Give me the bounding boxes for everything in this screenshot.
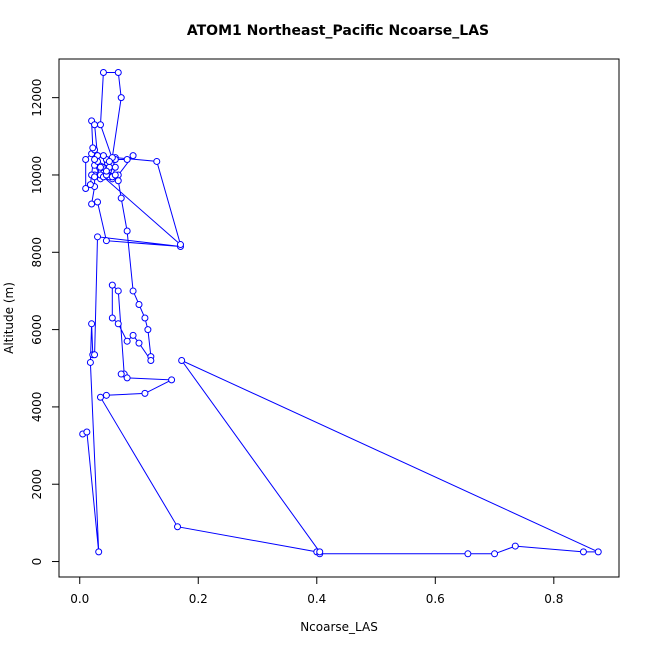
- data-point: [91, 351, 99, 359]
- data-point: [108, 314, 116, 322]
- data-point: [178, 357, 186, 365]
- x-tick-label: 0.8: [544, 592, 563, 606]
- y-tick-label: 4000: [30, 392, 44, 423]
- series-points: [79, 69, 602, 558]
- data-point: [129, 152, 137, 160]
- data-point: [579, 548, 587, 556]
- data-point: [491, 550, 499, 558]
- data-point: [123, 156, 131, 164]
- data-point: [91, 173, 99, 181]
- data-point: [114, 320, 122, 328]
- data-point: [96, 163, 104, 171]
- data-point: [123, 337, 131, 345]
- data-point: [316, 548, 324, 556]
- data-point: [135, 300, 143, 308]
- data-point: [82, 156, 90, 164]
- data-point: [176, 241, 184, 249]
- x-tick-label: 0.6: [426, 592, 445, 606]
- data-point: [114, 69, 122, 77]
- data-point: [94, 233, 102, 241]
- data-point: [153, 157, 161, 165]
- data-point: [511, 542, 519, 550]
- data-point: [117, 94, 125, 102]
- data-point: [464, 550, 472, 558]
- data-point: [94, 198, 102, 206]
- data-point: [111, 163, 119, 171]
- data-point: [102, 167, 110, 175]
- y-tick-label: 0: [30, 558, 44, 566]
- data-point: [86, 358, 94, 366]
- data-point: [86, 181, 94, 189]
- y-tick-label: 8000: [30, 237, 44, 268]
- y-tick-label: 6000: [30, 314, 44, 345]
- data-point: [129, 287, 137, 295]
- data-point: [108, 281, 116, 289]
- data-point: [88, 320, 96, 328]
- x-tick-label: 0.0: [70, 592, 89, 606]
- data-point: [111, 171, 119, 179]
- data-point: [96, 121, 104, 129]
- data-point: [141, 389, 149, 397]
- data-point: [174, 523, 182, 531]
- series-lines: [82, 72, 599, 555]
- data-point: [99, 152, 107, 160]
- data-point: [102, 237, 110, 245]
- data-point: [141, 314, 149, 322]
- x-tick-label: 0.4: [307, 592, 326, 606]
- data-point: [91, 156, 99, 164]
- x-tick-label: 0.2: [189, 592, 208, 606]
- data-point: [105, 157, 113, 165]
- y-axis-label: Altitude (m): [2, 282, 16, 354]
- data-point: [114, 287, 122, 295]
- chart-title: ATOM1 Northeast_Pacific Ncoarse_LAS: [187, 23, 489, 39]
- data-point: [123, 374, 131, 382]
- data-point: [95, 548, 103, 556]
- data-point: [82, 185, 90, 192]
- data-point: [114, 177, 122, 185]
- data-point: [123, 227, 131, 235]
- data-point: [129, 331, 137, 339]
- data-point: [147, 357, 155, 365]
- data-point: [99, 69, 107, 77]
- data-point: [594, 548, 602, 556]
- y-tick-label: 12000: [30, 79, 44, 117]
- y-axis: 0 2000 4000 6000 8000 10000 12000: [30, 79, 60, 566]
- data-point: [102, 391, 110, 399]
- data-point: [117, 194, 125, 202]
- y-tick-label: 10000: [30, 156, 44, 194]
- series-line: [82, 72, 599, 555]
- data-point: [168, 376, 176, 384]
- data-point: [89, 144, 97, 152]
- data-point: [144, 326, 152, 334]
- x-axis: 0.0 0.2 0.4 0.6 0.8: [70, 576, 563, 606]
- data-point: [83, 428, 91, 436]
- data-point: [96, 393, 104, 401]
- data-point: [91, 121, 99, 129]
- data-point: [117, 370, 125, 378]
- data-point: [88, 200, 96, 208]
- data-point: [135, 339, 143, 347]
- y-tick-label: 2000: [30, 469, 44, 500]
- x-axis-label: Ncoarse_LAS: [300, 620, 378, 634]
